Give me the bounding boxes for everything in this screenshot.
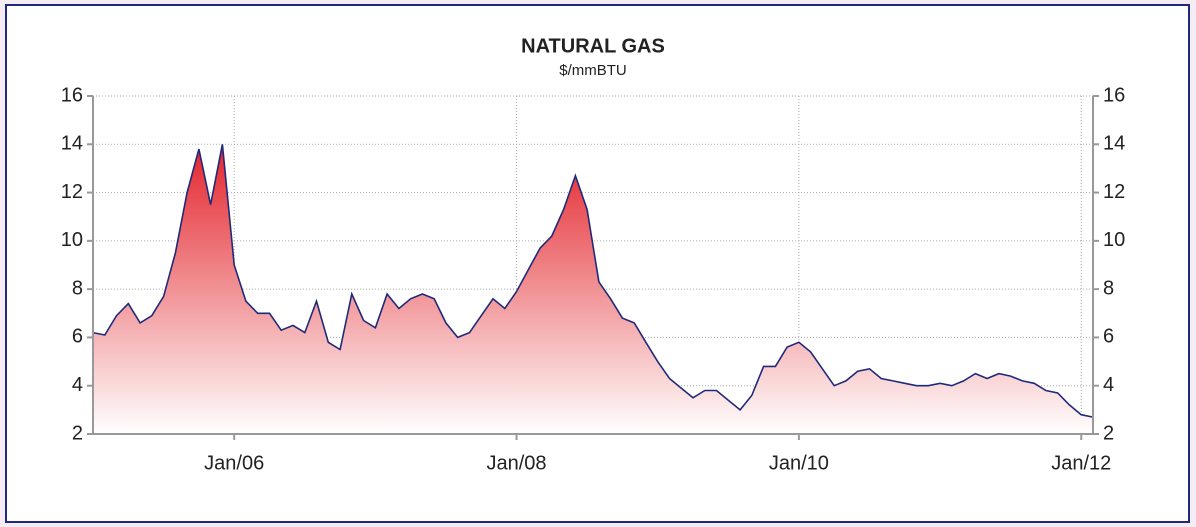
y2-tick-label: 6 [1103, 326, 1114, 348]
y2-tick-label: 4 [1103, 374, 1114, 396]
axis-frame [92, 96, 1094, 435]
x-tick-label: Jan/10 [769, 452, 829, 474]
x-tick-label: Jan/08 [486, 452, 546, 474]
y2-tick-label: 8 [1103, 277, 1114, 299]
chart-subtitle: $/mmBTU [559, 62, 627, 79]
y2-tick-label: 10 [1103, 229, 1125, 251]
chart-title: NATURAL GAS [521, 35, 665, 57]
y2-tick-label: 2 [1103, 422, 1114, 444]
y-tick-label: 8 [72, 277, 83, 299]
x-tick-label: Jan/06 [204, 452, 264, 474]
y2-tick-label: 16 [1103, 84, 1125, 106]
y-tick-label: 12 [61, 181, 83, 203]
area [93, 144, 1093, 435]
y-tick-label: 4 [72, 374, 83, 396]
y-tick-label: 2 [72, 422, 83, 444]
y2-tick-label: 12 [1103, 181, 1125, 203]
y2-tick-label: 14 [1103, 133, 1125, 155]
x-tick-label: Jan/12 [1051, 452, 1111, 474]
y-tick-label: 6 [72, 326, 83, 348]
y-tick-label: 14 [61, 133, 83, 155]
y-tick-label: 10 [61, 229, 83, 251]
y-tick-label: 16 [61, 84, 83, 106]
line [92, 144, 1094, 418]
